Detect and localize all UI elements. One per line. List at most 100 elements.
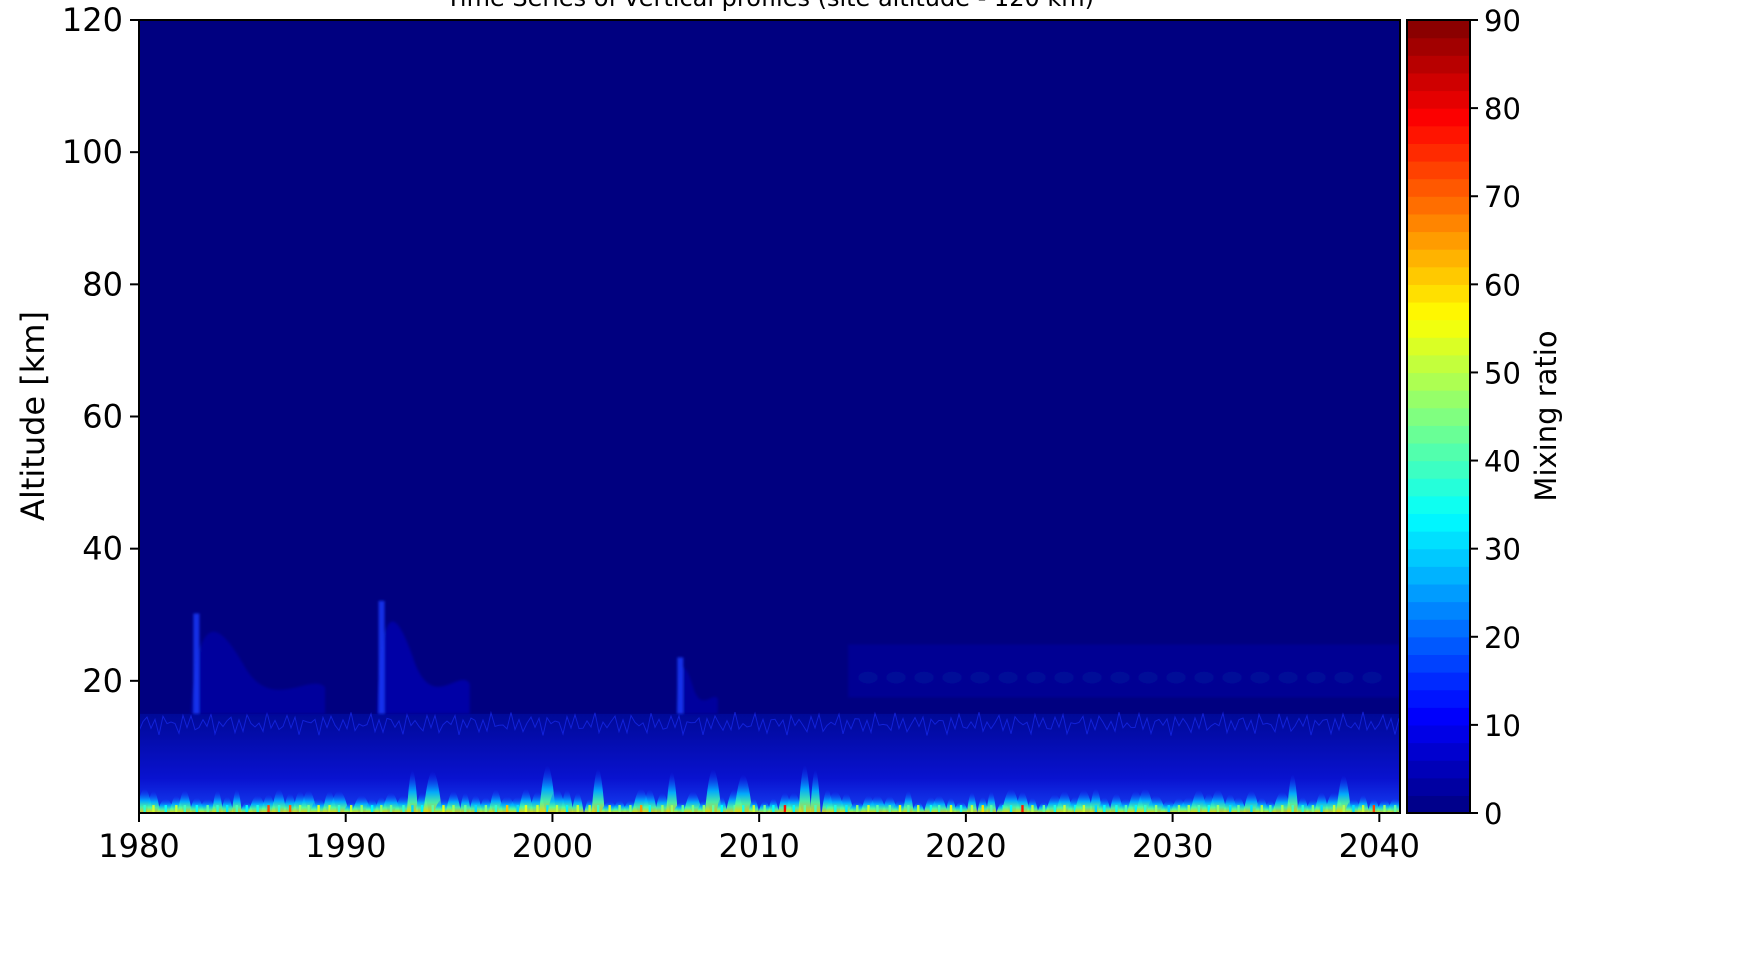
surface-spike-peak: [1031, 805, 1034, 813]
surface-spike: [704, 769, 722, 813]
colorbar-band: [1407, 55, 1470, 74]
surface-spike: [1097, 797, 1112, 813]
surface-spike: [798, 765, 812, 813]
surface-spike-peak: [1281, 805, 1284, 813]
colorbar-band: [1407, 460, 1470, 479]
surface-spike-peak: [1393, 805, 1397, 813]
surface-spike-peak: [720, 805, 724, 813]
surface-spike-peak: [565, 805, 569, 813]
surface-spike-peak: [763, 805, 766, 813]
layer-hole: [1026, 671, 1047, 684]
colorbar-band: [1407, 777, 1470, 796]
surface-spike-peak: [1237, 805, 1240, 813]
colorbar-band: [1407, 196, 1470, 215]
surface-spike-peak: [742, 805, 745, 813]
colorbar-band: [1407, 390, 1470, 409]
surface-spike-peak: [370, 805, 374, 813]
surface-spike-peak: [143, 805, 146, 813]
surface-spike: [666, 771, 678, 813]
colorbar-band: [1407, 513, 1470, 532]
colorbar-band: [1407, 425, 1470, 444]
layer-hole: [1362, 671, 1383, 684]
surface-spike-peak: [1115, 805, 1118, 813]
colorbar-band: [1407, 337, 1470, 356]
surface-spike: [868, 795, 887, 813]
x-tick-label: 2030: [1132, 827, 1213, 865]
surface-spike-peak: [711, 805, 715, 813]
surface-spike: [734, 774, 753, 813]
surface-spike-peak: [1009, 805, 1013, 813]
colorbar-band: [1407, 583, 1470, 603]
surface-spike-peak: [420, 805, 424, 813]
y-axis-label: Altitude [km]: [14, 311, 52, 521]
stratospheric-feature-3: [376, 600, 470, 714]
surface-spike: [977, 796, 989, 813]
surface-spike-peak: [1311, 805, 1315, 813]
plume-shape: [376, 621, 470, 714]
layer-hole: [942, 671, 963, 684]
chart-title: Time Series of vertical profiles (site a…: [445, 0, 1094, 12]
surface-spike-peak: [1082, 805, 1086, 813]
surface-spike-peak: [164, 805, 167, 813]
surface-spike: [986, 791, 997, 813]
surface-spike: [654, 792, 670, 813]
surface-spike: [1015, 791, 1030, 813]
low-level-layer-top-contour: [139, 710, 1400, 737]
surface-spike: [560, 789, 574, 813]
plume-core: [677, 657, 684, 714]
surface-spike-peak: [277, 805, 281, 813]
surface-spike: [1146, 795, 1166, 813]
surface-spike-peak: [524, 805, 528, 813]
layer-hole: [998, 671, 1019, 684]
layer-hole: [886, 671, 907, 684]
surface-spike: [459, 792, 471, 813]
surface-spike-peak: [1291, 805, 1294, 813]
plot-area: [138, 19, 1401, 814]
surface-spike-peak: [1154, 805, 1158, 813]
surface-spike-peak: [1144, 805, 1147, 813]
surface-spike-peak: [1229, 805, 1232, 813]
surface-spike-peak: [898, 805, 902, 813]
surface-spike: [1286, 774, 1299, 813]
colorbar-tick-label: 70: [1484, 180, 1521, 214]
colorbar-band: [1407, 143, 1470, 162]
surface-spike-peak: [1063, 805, 1066, 813]
colorbar-band: [1407, 442, 1470, 462]
colorbar-band: [1407, 531, 1470, 550]
surface-spike-peak: [1260, 805, 1264, 813]
surface-spike-peak: [1320, 805, 1323, 813]
surface-spike-peak: [867, 805, 870, 813]
colorbar-band: [1407, 478, 1470, 497]
colorbar-band: [1407, 795, 1470, 814]
colorbar-tick-label: 10: [1484, 709, 1521, 743]
colorbar-tick-label: 50: [1484, 356, 1521, 390]
surface-spike: [1387, 798, 1400, 813]
surface-spike-peak: [1053, 805, 1057, 813]
surface-spike-peak: [772, 805, 775, 813]
surface-spike-peak: [175, 805, 178, 813]
surface-spike-peak: [752, 805, 755, 813]
x-tick-label: 1980: [98, 827, 179, 865]
surface-spike-peak: [670, 805, 674, 813]
surface-spike-peak: [845, 805, 848, 813]
colorbar-band: [1407, 354, 1470, 374]
surface-spike-peak: [494, 805, 498, 813]
contour-field: [139, 600, 1400, 813]
surface-spike-peak: [959, 805, 963, 813]
surface-spike-peak: [256, 805, 259, 813]
surface-spike: [966, 791, 978, 813]
surface-spike: [329, 790, 350, 813]
surface-spike-peak: [629, 805, 632, 813]
colorbar-ticks: 0 10 20 30 40 50 60 70 80 90: [1470, 4, 1521, 831]
layer-hole: [1082, 671, 1103, 684]
surface-spike-peak: [661, 805, 664, 813]
colorbar-frame: [1406, 19, 1471, 814]
y-tick-label: 60: [82, 398, 123, 436]
surface-spike-peak: [596, 805, 600, 813]
surface-spike: [1272, 791, 1293, 813]
surface-spike-peak: [981, 805, 984, 813]
persistent-layer: [848, 644, 1400, 698]
surface-spike: [1243, 790, 1260, 813]
surface-spike: [445, 790, 462, 813]
plume-shape: [676, 667, 718, 714]
